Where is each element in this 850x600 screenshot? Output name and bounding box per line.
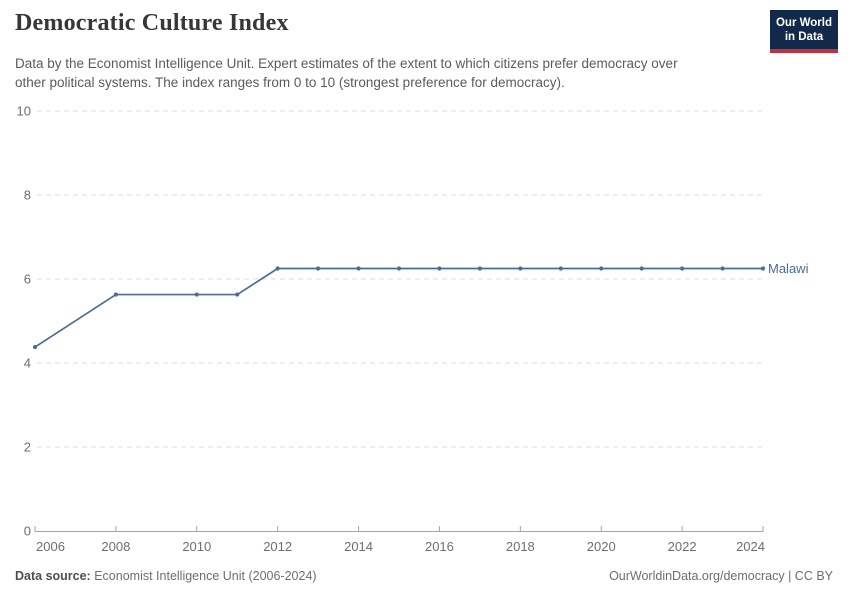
x-axis-tick-label: 2010 xyxy=(182,539,211,554)
x-axis-tick-label: 2024 xyxy=(736,539,765,554)
subtitle-line-1: Data by the Economist Intelligence Unit.… xyxy=(15,56,678,71)
x-axis-tick-label: 2020 xyxy=(587,539,616,554)
x-axis-tick-label: 2014 xyxy=(344,539,373,554)
owid-logo: Our World in Data xyxy=(770,10,838,53)
data-point xyxy=(639,266,644,271)
data-point xyxy=(760,266,766,271)
data-point xyxy=(558,266,563,271)
data-point xyxy=(720,266,725,271)
data-point xyxy=(396,266,402,271)
subtitle-line-2: other political systems. The index range… xyxy=(15,75,565,90)
data-point xyxy=(32,344,38,350)
data-point xyxy=(518,266,523,271)
y-axis-tick-label: 2 xyxy=(24,440,31,455)
x-axis-tick-label: 2018 xyxy=(506,539,535,554)
data-point xyxy=(356,266,361,271)
x-axis-tick-label: 2022 xyxy=(668,539,697,554)
y-axis-tick-label: 10 xyxy=(17,104,31,119)
x-axis-tick-label: 2016 xyxy=(425,539,454,554)
logo-line-2: in Data xyxy=(784,30,824,43)
series-line xyxy=(34,267,763,348)
y-axis-tick-label: 4 xyxy=(24,356,31,371)
y-axis-tick-label: 6 xyxy=(24,272,31,287)
footer-attribution: OurWorldinData.org/democracy | CC BY xyxy=(609,569,833,583)
data-point xyxy=(275,266,280,271)
data-point xyxy=(599,266,604,271)
logo-line-1: Our World xyxy=(775,16,832,29)
data-point xyxy=(477,266,482,271)
x-axis-tick-label: 2008 xyxy=(101,539,130,554)
data-point xyxy=(235,292,240,297)
chart-subtitle: Data by the Economist Intelligence Unit.… xyxy=(15,54,760,92)
y-axis-tick-label: 8 xyxy=(24,188,31,203)
data-source-label: Data source: xyxy=(15,569,91,583)
data-point xyxy=(316,266,321,271)
x-axis-tick-label: 2006 xyxy=(36,539,65,554)
data-point xyxy=(113,292,118,297)
y-axis-tick-label: 0 xyxy=(24,524,31,539)
data-point xyxy=(680,266,685,271)
data-point xyxy=(437,266,442,271)
x-axis-tick-label: 2012 xyxy=(263,539,292,554)
series-label: Malawi xyxy=(768,261,809,276)
page-title: Democratic Culture Index xyxy=(15,10,289,36)
data-source: Data source: Economist Intelligence Unit… xyxy=(15,569,317,583)
data-source-text: Economist Intelligence Unit (2006-2024) xyxy=(94,569,317,583)
data-point xyxy=(194,292,199,297)
